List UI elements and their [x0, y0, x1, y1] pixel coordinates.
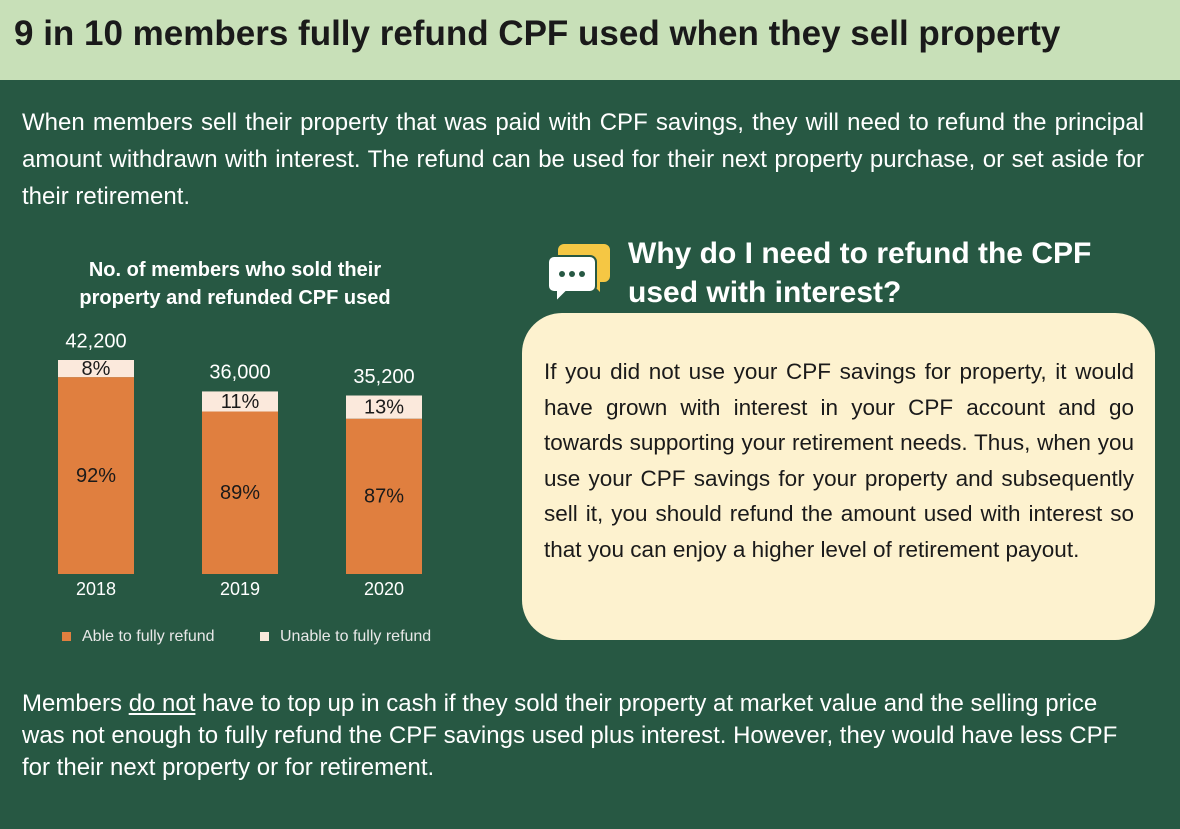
segment-label: 92% [76, 465, 116, 487]
legend-swatch [260, 632, 269, 641]
bar-segment [346, 395, 422, 419]
segment-label: 89% [220, 482, 260, 504]
x-tick-label: 2019 [220, 579, 260, 599]
segment-label: 11% [221, 391, 260, 413]
bar-segment [202, 391, 278, 412]
chat-icon [547, 244, 610, 305]
header-band [0, 0, 1180, 80]
x-tick-label: 2020 [364, 579, 404, 599]
segment-label: 13% [364, 396, 404, 418]
total-label: 42,200 [65, 330, 126, 352]
legend-label: Able to fully refund [82, 628, 215, 645]
bar-segment [346, 418, 422, 574]
callout-title: Why do I need to refund the CPF used wit… [628, 237, 1092, 309]
chart-title: No. of members who sold their property a… [79, 259, 391, 309]
legend-label: Unable to fully refund [280, 628, 431, 645]
callout-box [522, 313, 1155, 640]
total-label: 35,200 [353, 366, 414, 388]
segment-label: 87% [364, 486, 404, 508]
total-label: 36,000 [209, 362, 270, 384]
segment-label: 8% [82, 358, 111, 380]
legend-swatch [62, 632, 71, 641]
page-title: 9 in 10 members fully refund CPF used wh… [14, 14, 1061, 53]
intro-text: When members sell their property that wa… [22, 109, 1144, 210]
bar-segment [58, 360, 134, 378]
x-tick-label: 2018 [76, 579, 116, 599]
footer-text-end: have to top up in cash if they sold thei… [22, 690, 1118, 781]
chart: 92% 8% 42,200 2018 89% 11% 36,000 2019 87% 13% 35,… [58, 330, 431, 645]
bar-segment [58, 377, 134, 574]
footer-emphasis: do not [128, 690, 196, 717]
footer-text: Members do not have to top up in cash if… [22, 688, 1144, 784]
callout-body: If you did not use your CPF savings for … [544, 359, 1134, 562]
bar-segment [202, 411, 278, 574]
footer-text-start: Members [22, 690, 129, 717]
